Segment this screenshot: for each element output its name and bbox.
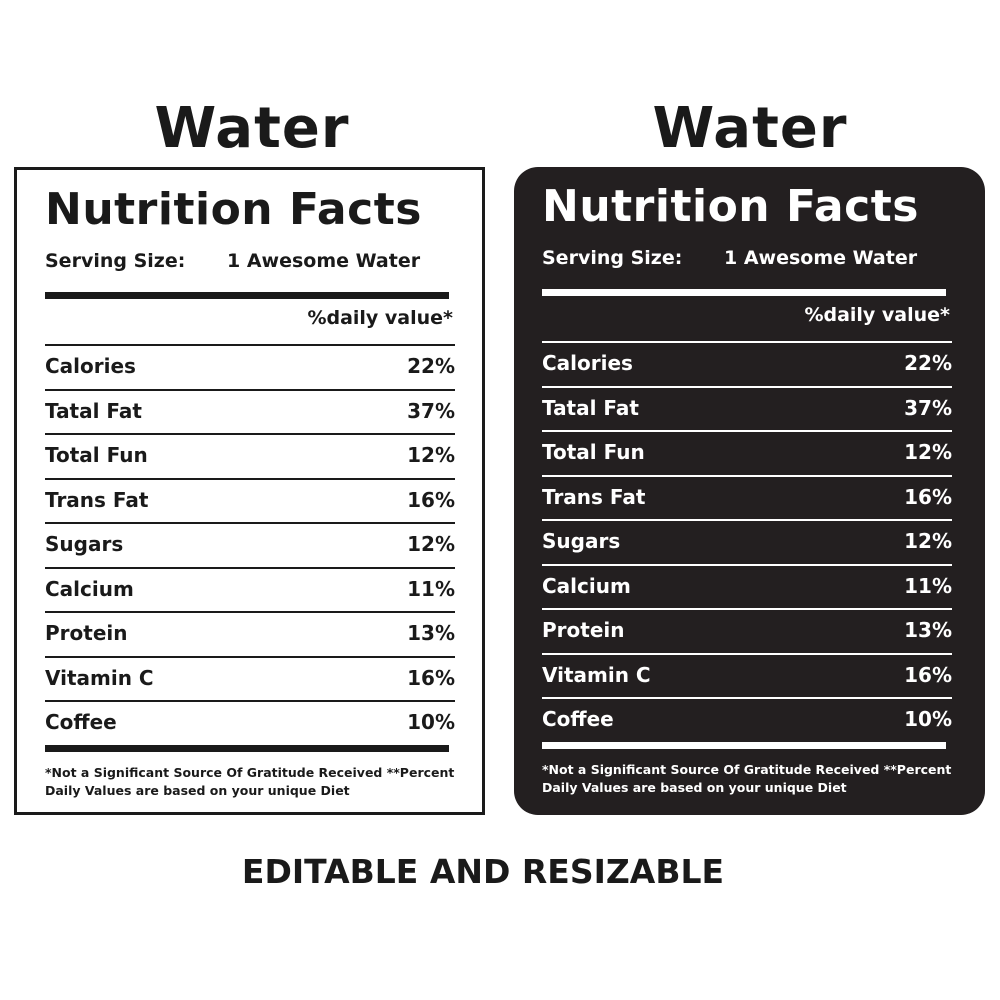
daily-value-header: %daily value* xyxy=(307,307,453,329)
nutrition-facts-title: Nutrition Facts xyxy=(542,181,919,232)
nutrient-name: Trans Fat xyxy=(45,487,149,512)
nutrient-value: 10% xyxy=(904,707,952,731)
nutrient-row: Vitamin C 16% xyxy=(45,655,455,701)
serving-size-label: Serving Size: xyxy=(542,247,683,269)
nutrient-row: Calcium 11% xyxy=(542,563,952,609)
nutrient-name: Coffee xyxy=(45,710,117,734)
nutrient-value: 12% xyxy=(904,440,952,464)
footnote: *Not a Significant Source Of Gratitude R… xyxy=(542,762,952,795)
nutrient-row: Calories 22% xyxy=(542,341,952,386)
nutrient-value: 16% xyxy=(407,487,455,512)
nutrient-name: Calories xyxy=(542,351,633,375)
nutrient-value: 10% xyxy=(407,710,455,734)
nutrient-value: 12% xyxy=(904,529,952,553)
nutrient-value: 16% xyxy=(904,484,952,509)
nutrient-name: Calories xyxy=(45,354,136,378)
nutrient-value: 13% xyxy=(904,618,952,642)
nutrient-rows: Calories 22% Tatal Fat 37% Total Fun 12% Tr… xyxy=(542,341,952,742)
nutrient-row: Sugars 12% xyxy=(45,522,455,567)
nutrient-row: Calcium 11% xyxy=(45,566,455,612)
nutrient-value: 16% xyxy=(904,662,952,687)
nutrient-name: Protein xyxy=(45,621,128,645)
nutrient-name: Sugars xyxy=(542,529,621,553)
editable-caption: EDITABLE AND RESIZABLE xyxy=(241,852,725,891)
nutrient-value: 12% xyxy=(407,532,455,556)
nutrient-name: Coffee xyxy=(542,707,614,731)
nutrient-name: Total Fun xyxy=(542,440,645,464)
nutrient-row: Trans Fat 16% xyxy=(542,474,952,520)
nutrient-value: 22% xyxy=(407,354,455,378)
nutrient-row: Tatal Fat 37% xyxy=(542,385,952,431)
nutrient-row: Total Fun 12% xyxy=(45,433,455,478)
nutrient-row: Protein 13% xyxy=(45,611,455,656)
thick-divider-bottom xyxy=(542,742,946,749)
footnote: *Not a Significant Source Of Gratitude R… xyxy=(45,765,455,798)
thick-divider-bottom xyxy=(45,745,449,752)
nutrient-name: Calcium xyxy=(542,573,631,598)
label-heading-right: Water xyxy=(652,96,848,161)
nutrient-rows: Calories 22% Tatal Fat 37% Total Fun 12% Tr… xyxy=(45,344,455,745)
nutrient-name: Protein xyxy=(542,618,625,642)
nutrient-name: Trans Fat xyxy=(542,484,646,509)
nutrient-row: Tatal Fat 37% xyxy=(45,388,455,434)
nutrient-row: Sugars 12% xyxy=(542,519,952,564)
nutrition-label-light: Nutrition Facts Serving Size: 1 Awesome … xyxy=(14,167,485,815)
nutrient-row: Total Fun 12% xyxy=(542,430,952,475)
nutrient-value: 12% xyxy=(407,443,455,467)
label-heading-left: Water xyxy=(154,96,350,161)
nutrient-name: Tatal Fat xyxy=(45,398,142,423)
nutrient-row: Trans Fat 16% xyxy=(45,477,455,523)
serving-size-value: 1 Awesome Water xyxy=(227,250,421,272)
nutrient-row: Coffee 10% xyxy=(45,700,455,745)
nutrient-name: Calcium xyxy=(45,576,134,601)
daily-value-header: %daily value* xyxy=(804,304,950,326)
nutrition-label-dark: Nutrition Facts Serving Size: 1 Awesome … xyxy=(514,167,985,815)
serving-size: Serving Size: 1 Awesome Water xyxy=(45,250,445,272)
nutrient-row: Calories 22% xyxy=(45,344,455,389)
thick-divider-top xyxy=(542,289,946,296)
nutrient-value: 16% xyxy=(407,665,455,690)
serving-size-label: Serving Size: xyxy=(45,250,186,272)
nutrient-name: Vitamin C xyxy=(542,662,651,687)
nutrient-name: Vitamin C xyxy=(45,665,154,690)
nutrient-value: 37% xyxy=(407,398,455,423)
thick-divider-top xyxy=(45,292,449,299)
serving-size-value: 1 Awesome Water xyxy=(724,247,918,269)
nutrient-name: Sugars xyxy=(45,532,124,556)
serving-size: Serving Size: 1 Awesome Water xyxy=(542,247,942,269)
nutrition-facts-title: Nutrition Facts xyxy=(45,184,422,235)
nutrient-row: Coffee 10% xyxy=(542,697,952,742)
nutrient-value: 13% xyxy=(407,621,455,645)
nutrient-name: Total Fun xyxy=(45,443,148,467)
nutrient-row: Vitamin C 16% xyxy=(542,652,952,698)
nutrient-name: Tatal Fat xyxy=(542,395,639,420)
nutrient-value: 11% xyxy=(904,573,952,598)
nutrient-value: 11% xyxy=(407,576,455,601)
nutrient-value: 22% xyxy=(904,351,952,375)
nutrient-row: Protein 13% xyxy=(542,608,952,653)
nutrient-value: 37% xyxy=(904,395,952,420)
